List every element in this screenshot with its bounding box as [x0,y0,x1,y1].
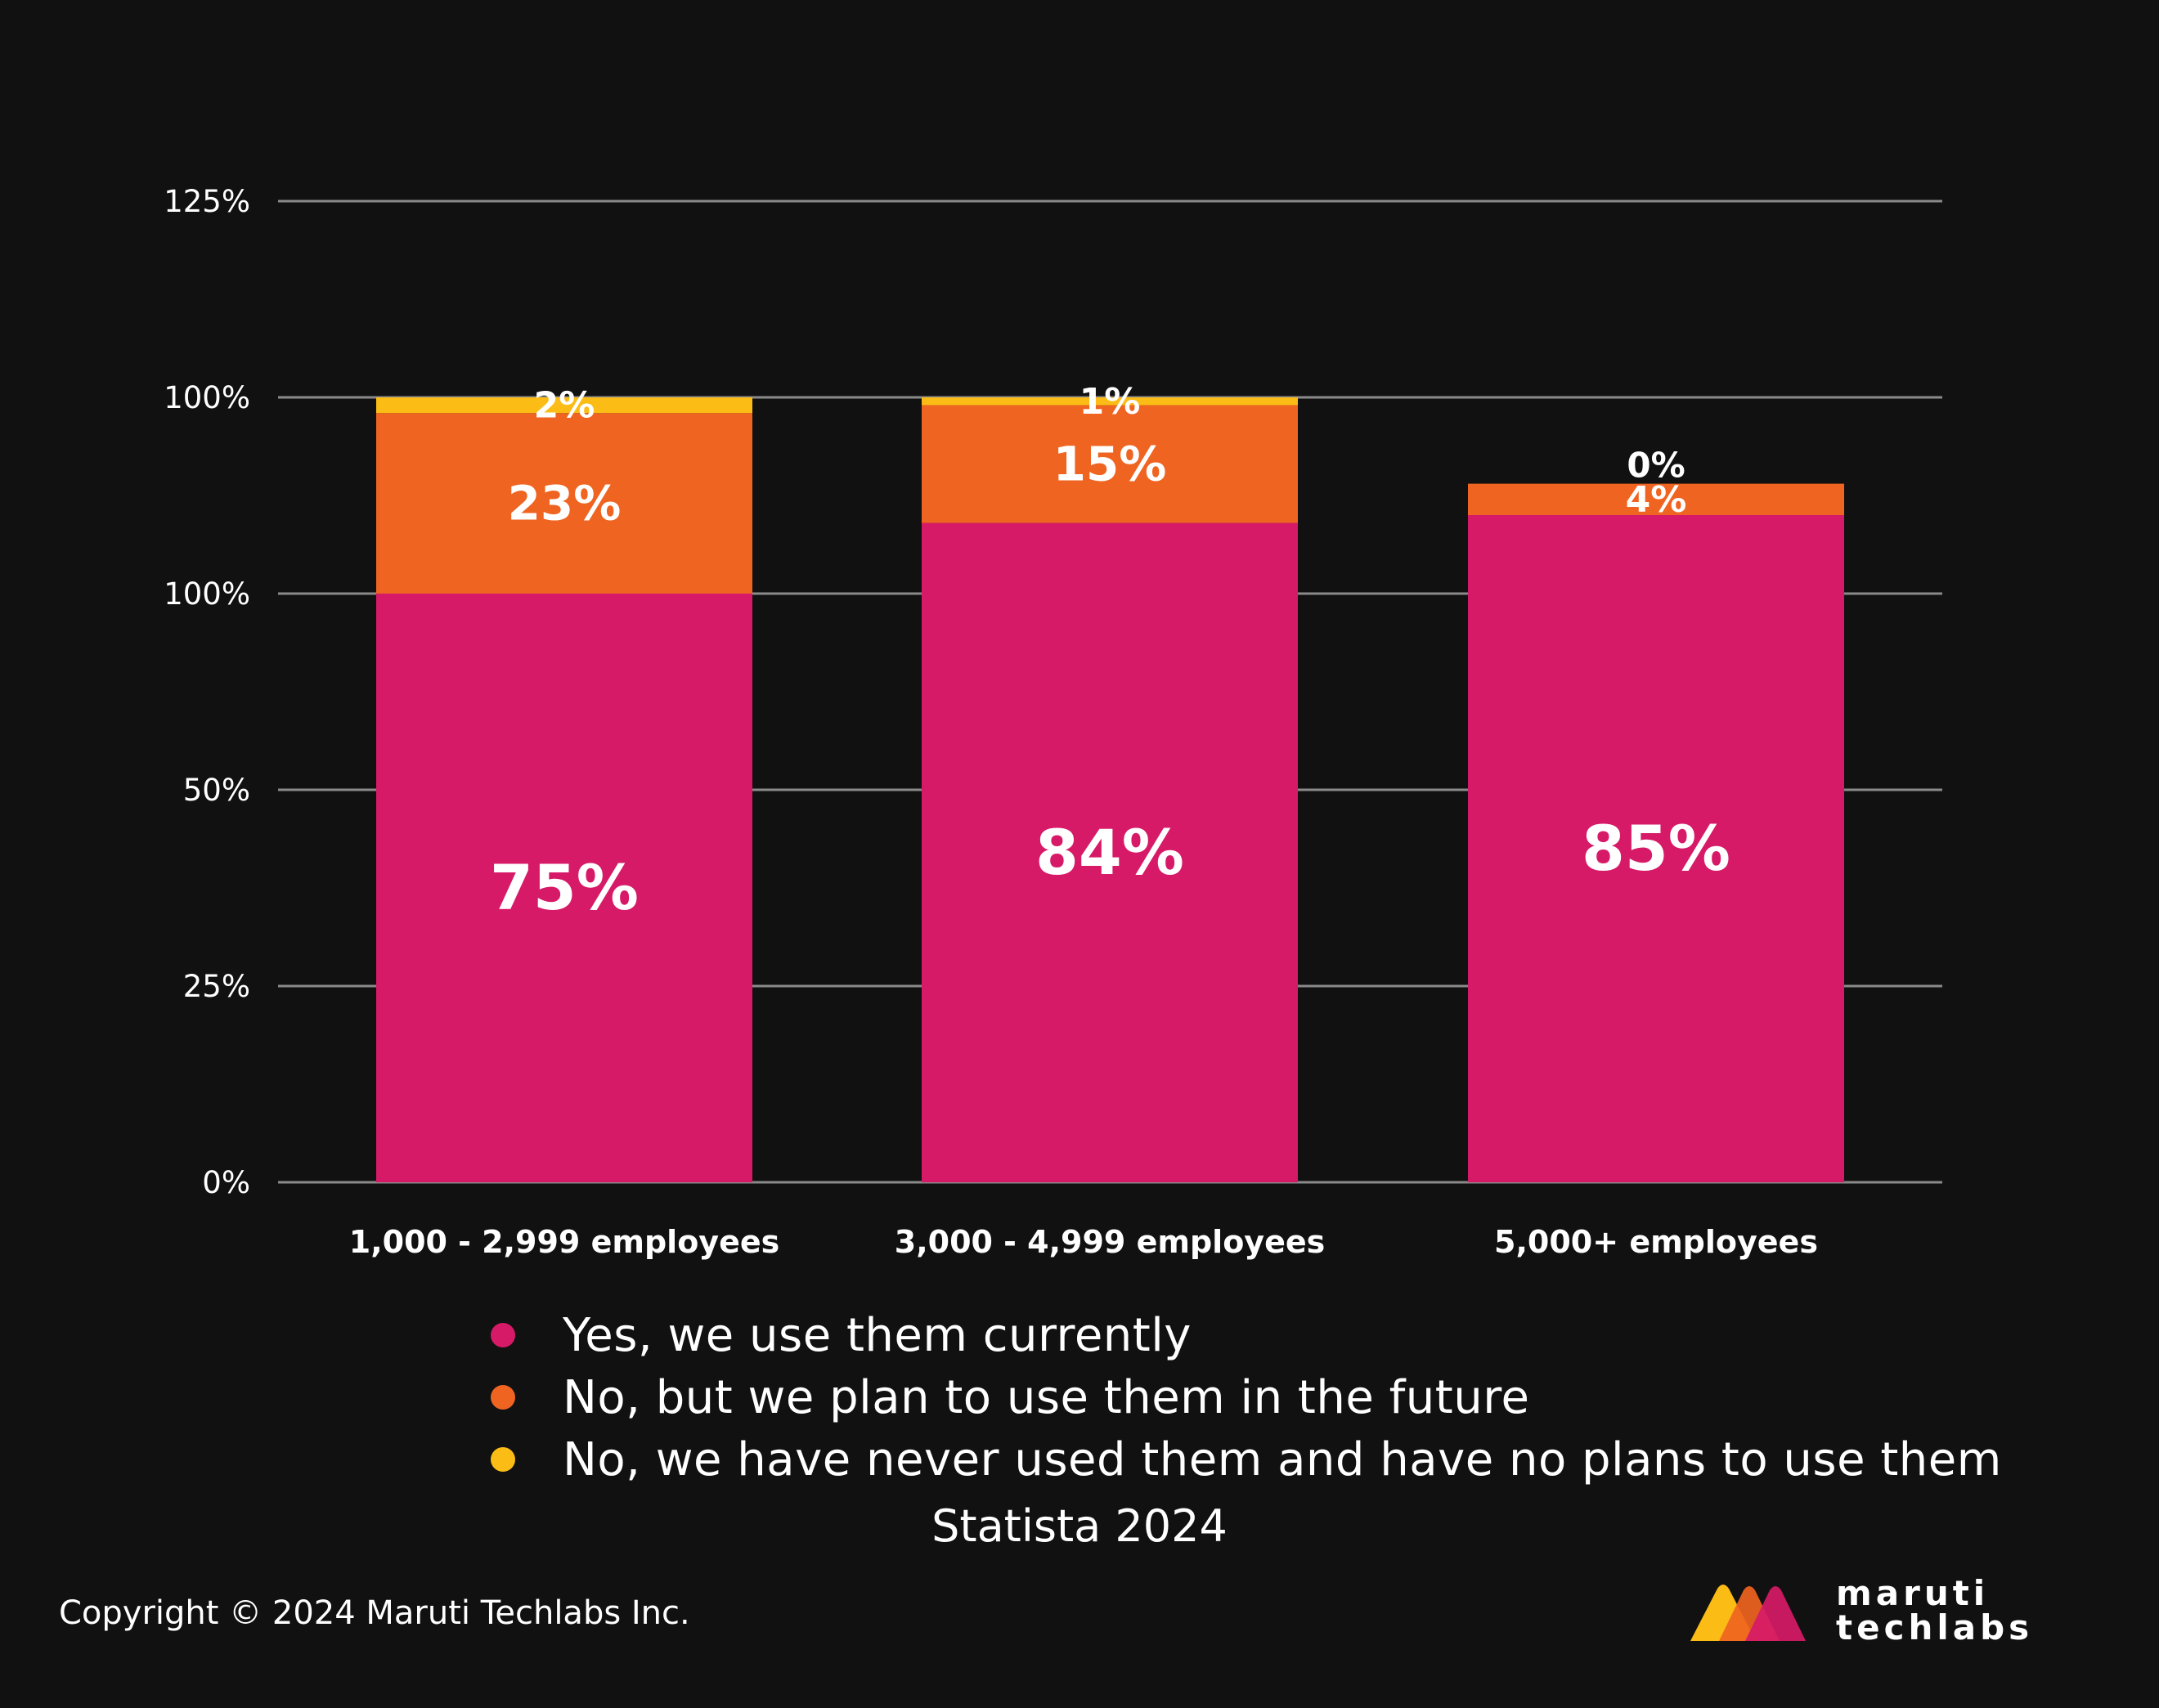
bar-segment [376,594,752,1182]
bar-data-label: 84% [1035,816,1184,889]
legend-label-plan: No, but we plan to use them in the futur… [563,1370,1530,1424]
bar-segment [376,413,752,594]
maruti-techlabs-logo-icon [1690,1585,1806,1641]
logo-line-1: maruti [1836,1573,1990,1613]
bar-segment [1468,483,1844,515]
bar-segment [922,405,1298,523]
legend-item-yes: Yes, we use them currently [491,1304,2002,1366]
legend-dot-never [491,1447,515,1472]
bar-data-label: 23% [508,476,622,531]
bar-data-label: 75% [490,851,639,924]
bar-segment [922,522,1298,1182]
y-tick-label: 100% [164,576,250,612]
bar-data-label: 15% [1053,437,1167,492]
bar-segment [1468,515,1844,1182]
bar-data-label: 2% [534,385,595,427]
logo-line-2: techlabs [1836,1607,2034,1647]
legend-dot-plan [491,1385,515,1410]
y-tick-label: 50% [183,773,250,808]
legend-label-never: No, we have never used them and have no … [563,1432,2002,1486]
legend-label-yes: Yes, we use them currently [563,1308,1192,1362]
source-caption: Statista 2024 [931,1500,1228,1552]
bar-data-label: 4% [1626,479,1687,521]
chart-legend: Yes, we use them currently No, but we pl… [491,1304,2002,1491]
y-tick-label: 25% [183,969,250,1004]
bar-segment [922,397,1298,406]
legend-dot-yes [491,1323,515,1347]
x-tick-label: 5,000+ employees [1494,1224,1818,1260]
y-tick-label: 125% [164,184,250,219]
bar-segment [376,397,752,414]
stacked-bar-chart: 0% 25% 50% 100% 100% 125% 75% 23% 2% 1,000 - 2,99… [164,184,1942,1260]
copyright-text: Copyright © 2024 Maruti Techlabs Inc. [59,1594,690,1632]
bar-data-label: 0% [1627,446,1685,486]
x-tick-label: 1,000 - 2,999 employees [349,1224,780,1260]
bar-data-label: 85% [1582,812,1730,885]
y-tick-label: 0% [202,1165,250,1200]
bar-data-label: 1% [1080,381,1141,423]
legend-item-plan: No, but we plan to use them in the futur… [491,1366,2002,1428]
y-tick-label: 100% [164,380,250,415]
legend-item-never: No, we have never used them and have no … [491,1428,2002,1491]
logo-wordmark: maruti techlabs [1836,1576,2033,1645]
x-tick-label: 3,000 - 4,999 employees [895,1224,1326,1260]
